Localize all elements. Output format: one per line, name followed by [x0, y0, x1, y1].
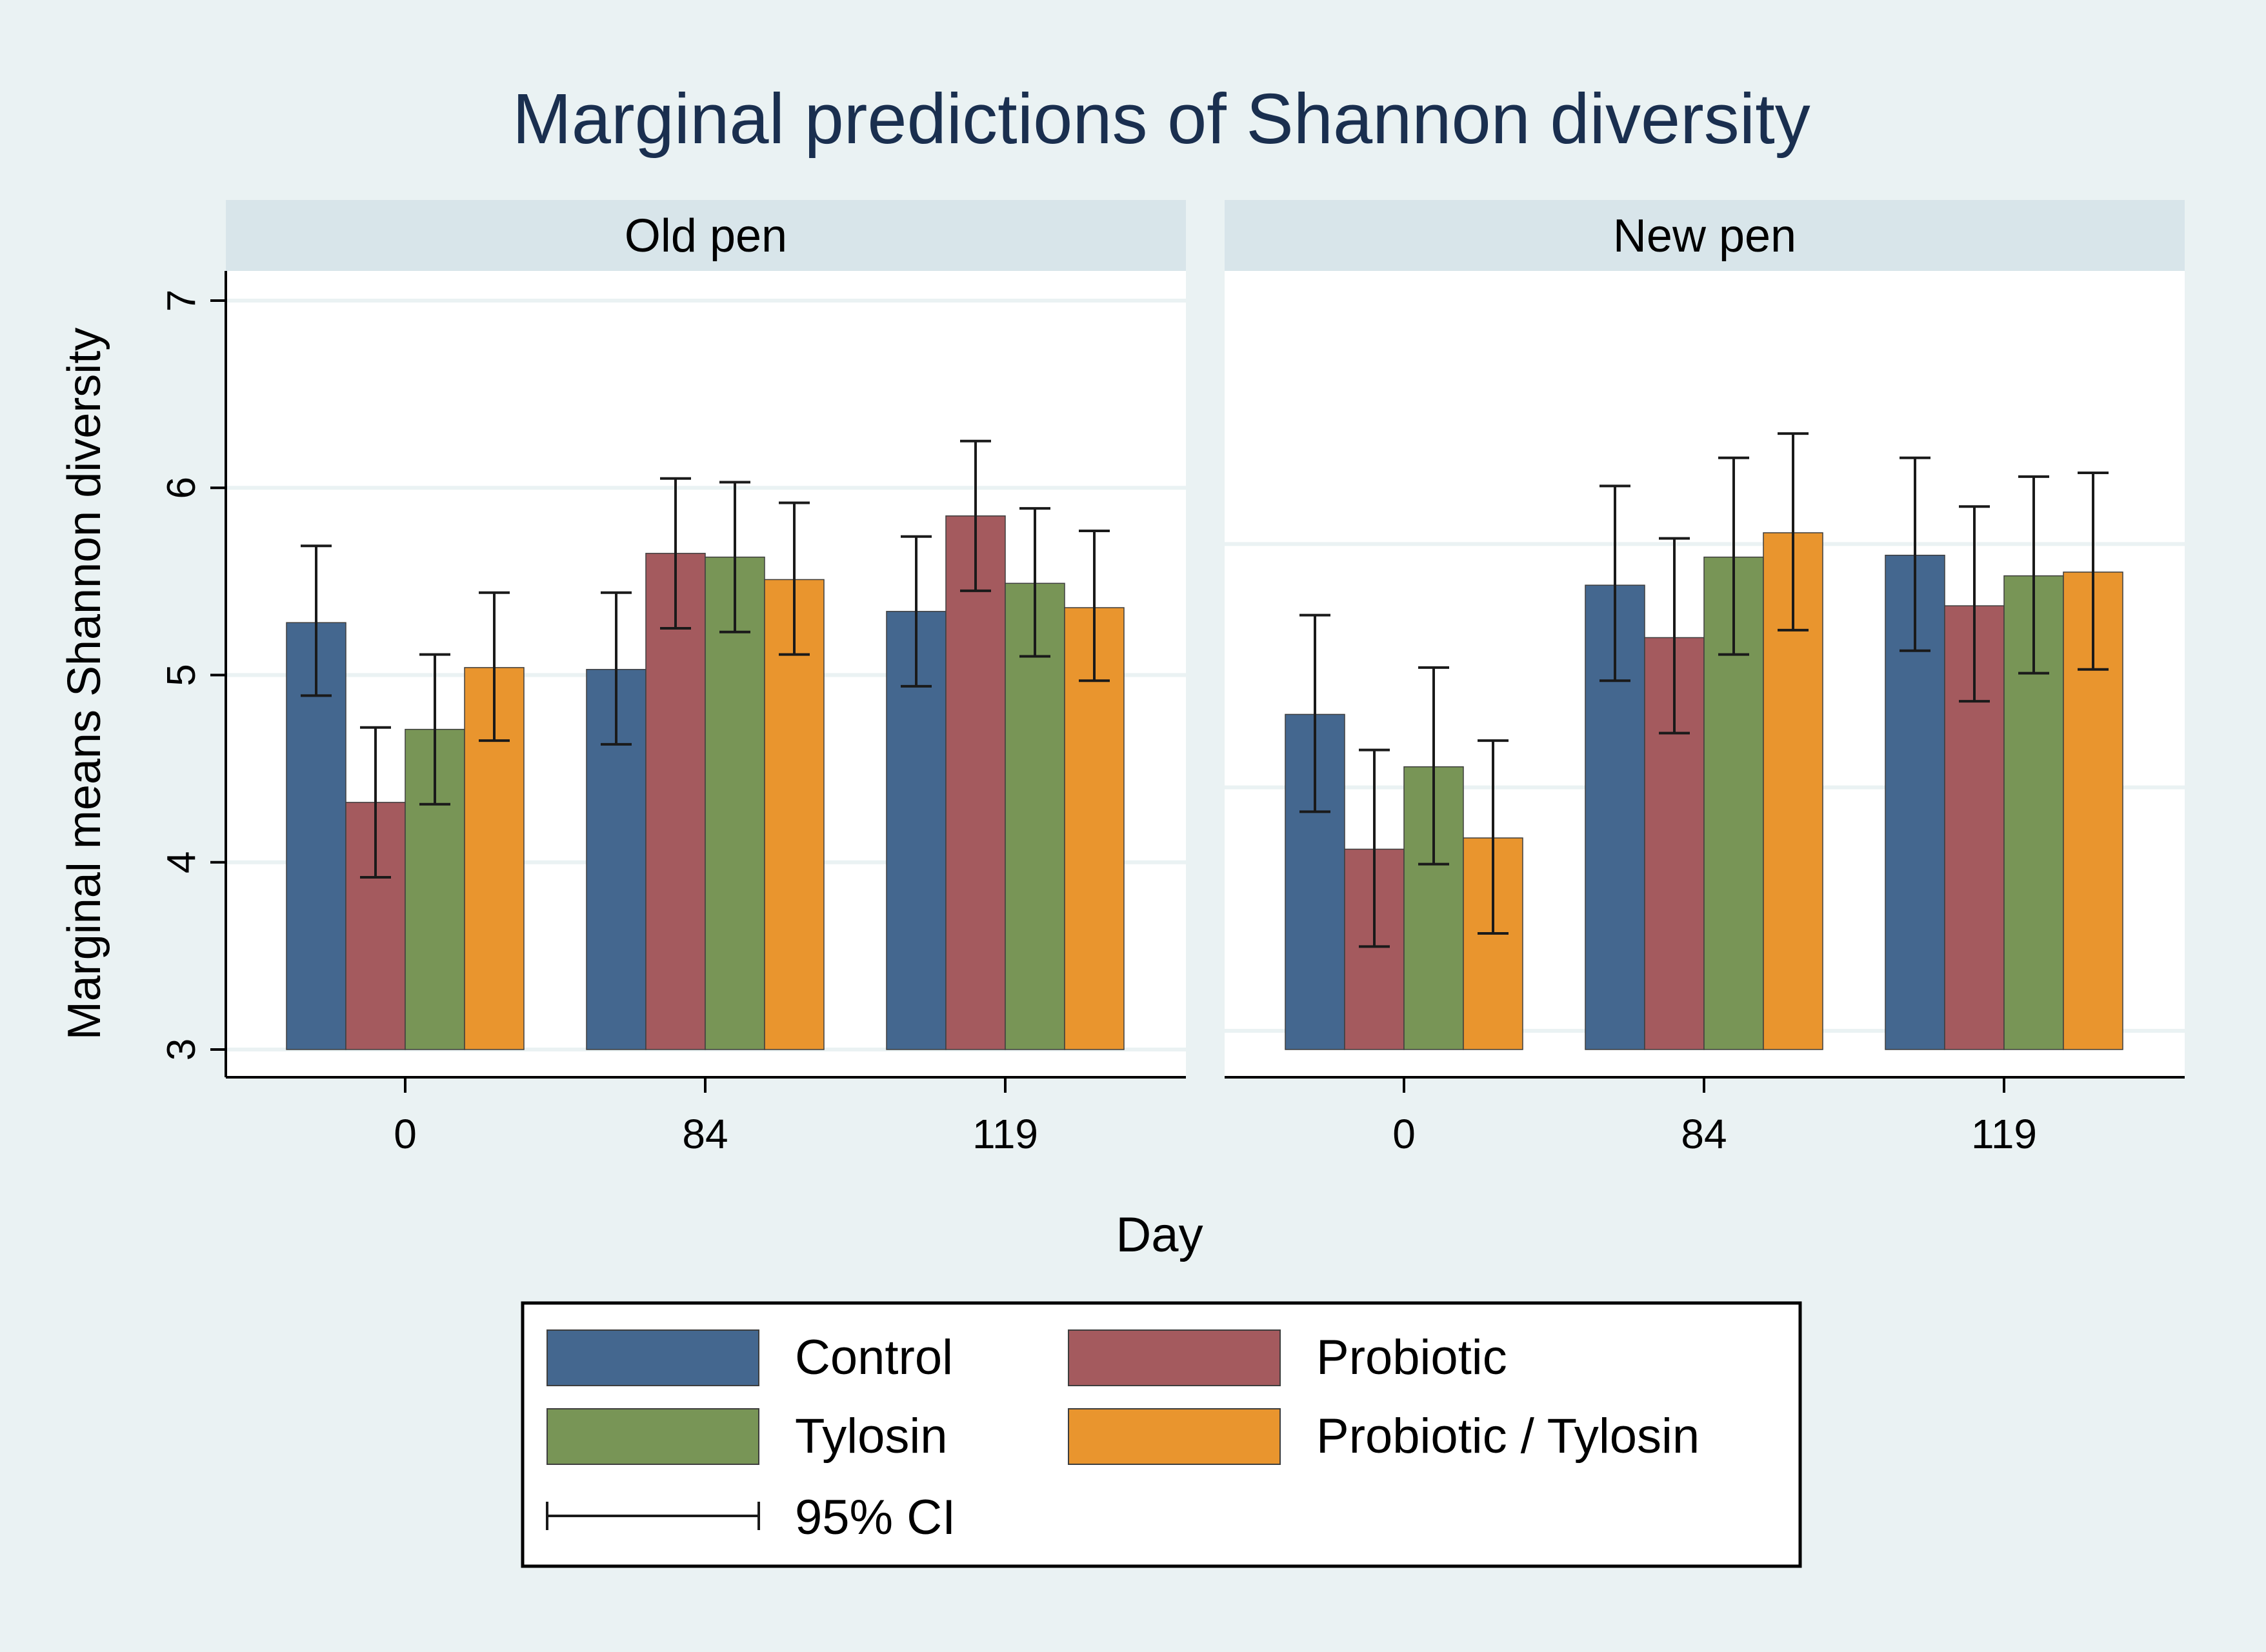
panel-new-pen: New pen 0 84 119: [1225, 200, 2185, 1157]
y-tick-label: 7: [159, 290, 204, 312]
legend-item-probiotic-tylosin: Probiotic / Tylosin: [1068, 1408, 1700, 1465]
ci-tylosin-day-84: [719, 481, 750, 633]
x-tick-label: 0: [1392, 1111, 1416, 1157]
x-tick-label: 119: [972, 1111, 1038, 1157]
panel-strip: [226, 200, 1186, 271]
panel-old-pen: Old pen 3 4 5 6 7 0 84 119: [159, 200, 1186, 1157]
ci-tylosin-day-119: [1019, 507, 1050, 658]
legend-swatch: [546, 1408, 759, 1465]
bar-probiotic-day-84: [645, 553, 706, 1050]
x-tick-label: 119: [1971, 1111, 2037, 1157]
bar-probiotic-tylosin-day-84: [764, 579, 825, 1050]
ci-control-day-119: [901, 535, 932, 688]
x-tick-label: 84: [682, 1111, 728, 1157]
panel-strip: [1225, 200, 2185, 271]
ci-probiotic-day-84: [660, 477, 691, 630]
x-axis-label: Day: [1116, 1208, 1203, 1262]
ci-control-day-0: [301, 544, 332, 697]
ci-probiotic-tylosin-day-0: [1478, 739, 1509, 935]
legend-item-probiotic: Probiotic: [1068, 1329, 1507, 1386]
ci-probiotic-tylosin-day-84: [779, 501, 810, 656]
legend-item-control: Control: [546, 1329, 953, 1386]
bar-tylosin-day-84: [705, 556, 765, 1050]
ci-probiotic-day-119: [960, 439, 991, 592]
ci-control-day-84: [601, 591, 632, 746]
ci-probiotic-tylosin-day-0: [479, 591, 510, 742]
legend-label: Probiotic: [1316, 1330, 1507, 1385]
panel-title: New pen: [1613, 210, 1796, 262]
legend-label: Probiotic / Tylosin: [1316, 1409, 1700, 1464]
legend: Control Probiotic Tylosin Probiotic / Tylos…: [521, 1301, 1802, 1568]
legend-item-ci: [546, 1502, 760, 1530]
legend-item-tylosin: Tylosin: [546, 1408, 948, 1465]
y-tick-label: 3: [159, 1039, 204, 1060]
legend-swatch: [546, 1329, 759, 1386]
ci-tylosin-day-84: [1718, 456, 1749, 656]
x-tick-label: 84: [1681, 1111, 1727, 1157]
chart-title: Marginal predictions of Shannon diversit…: [512, 79, 1810, 159]
y-tick-label: 5: [159, 664, 204, 686]
ci-tylosin-day-0: [1418, 666, 1449, 866]
y-axis-label: Marginal means Shannon diversity: [59, 328, 110, 1040]
ci-probiotic-tylosin-day-119: [1079, 530, 1110, 682]
legend-swatch: [1068, 1408, 1281, 1465]
ci-probiotic-day-0: [1359, 748, 1390, 948]
ci-probiotic-day-0: [360, 726, 391, 879]
bar-probiotic-day-119: [945, 515, 1006, 1050]
chart-panels: Old pen 3 4 5 6 7 0 84 119 New pen 0 84 119: [159, 200, 2185, 1157]
ci-control-day-119: [1900, 456, 1930, 652]
ci-control-day-0: [1299, 613, 1330, 813]
ci-tylosin-day-0: [419, 653, 450, 806]
ci-probiotic-tylosin-day-84: [1778, 432, 1809, 632]
y-tick-label: 4: [159, 851, 204, 873]
ci-probiotic-tylosin-day-119: [2078, 472, 2109, 671]
legend-label: Tylosin: [795, 1409, 948, 1464]
legend-ci-label: 95% CI: [795, 1490, 956, 1545]
y-tick-label: 6: [159, 477, 204, 499]
bar-tylosin-day-119: [1005, 582, 1065, 1050]
ci-probiotic-day-119: [1959, 505, 1990, 703]
legend-swatch: [1068, 1329, 1281, 1386]
ci-control-day-84: [1599, 484, 1630, 682]
x-tick-label: 0: [394, 1111, 417, 1157]
ci-tylosin-day-119: [2018, 475, 2049, 675]
ci-probiotic-day-84: [1659, 537, 1690, 735]
legend-label: Control: [795, 1330, 953, 1385]
panel-title: Old pen: [625, 210, 787, 262]
